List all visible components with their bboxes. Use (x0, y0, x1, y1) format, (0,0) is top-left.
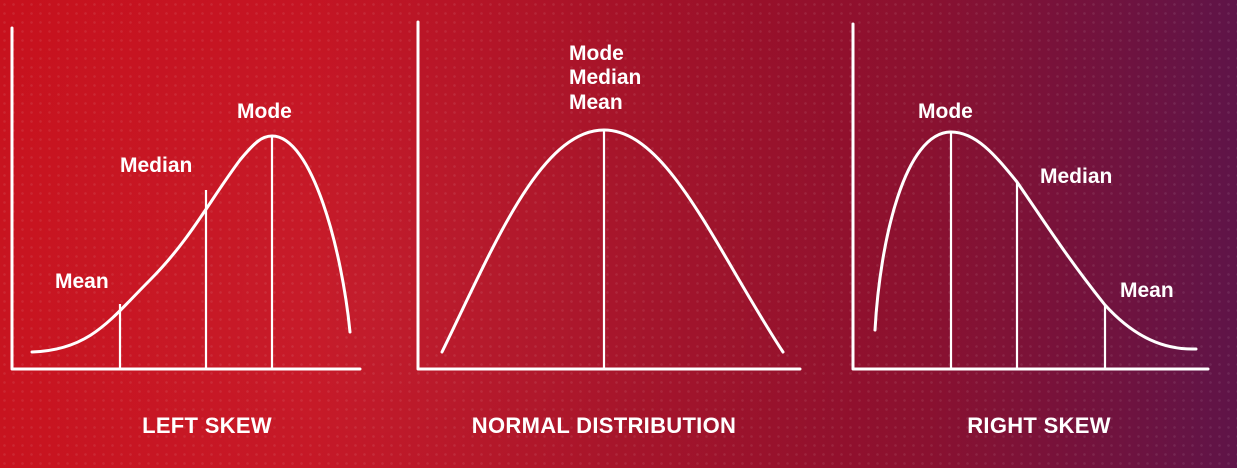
right-skew-axes (851, 22, 1210, 371)
normal-mode-label: Mode (569, 42, 624, 65)
right-skew-panel: Mode Median Mean RIGHT SKEW (851, 22, 1210, 438)
normal-axes (416, 20, 802, 371)
normal-curve (440, 128, 785, 354)
normal-mean-label: Mean (569, 91, 623, 114)
right-skew-curve (873, 130, 1198, 351)
right-skew-median-label: Median (1040, 165, 1112, 188)
left-skew-caption: LEFT SKEW (142, 413, 272, 438)
normal-median-label: Median (569, 66, 641, 89)
left-skew-median-label: Median (120, 154, 192, 177)
left-skew-axes (10, 26, 362, 371)
normal-distribution-panel: Mode Median Mean NORMAL DISTRIBUTION (416, 20, 802, 438)
right-skew-mode-label: Mode (918, 100, 973, 123)
normal-caption: NORMAL DISTRIBUTION (472, 413, 736, 438)
right-skew-mean-label: Mean (1120, 279, 1174, 302)
right-skew-caption: RIGHT SKEW (967, 413, 1111, 438)
left-skew-mode-label: Mode (237, 100, 292, 123)
left-skew-mean-label: Mean (55, 270, 109, 293)
left-skew-panel: Mode Median Mean LEFT SKEW (10, 26, 362, 438)
left-skew-curve (30, 134, 352, 354)
